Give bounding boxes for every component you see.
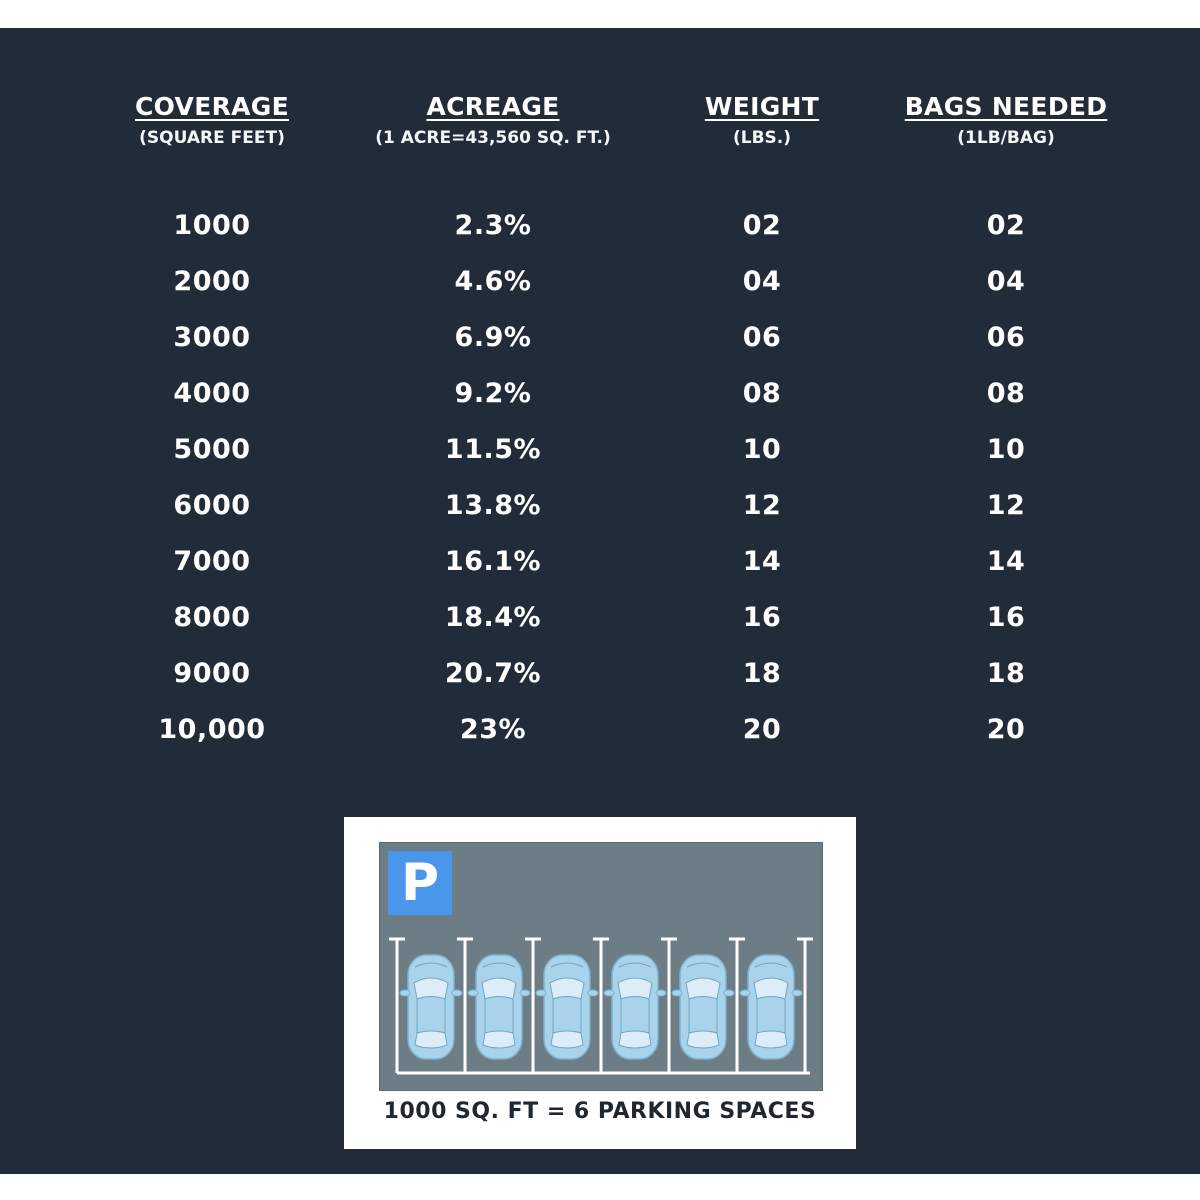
weight-cell: 12	[742, 490, 782, 521]
info-panel: COVERAGE (SQUARE FEET) ACREAGE (1 ACRE=4…	[0, 28, 1200, 1174]
coverage-cell: 1000	[173, 210, 251, 241]
bags-cell: 06	[986, 322, 1026, 353]
coverage-cell: 9000	[173, 658, 251, 689]
coverage-column: 1000 2000 3000 4000 5000 6000 7000 8000 …	[112, 198, 312, 758]
weight-cell: 20	[742, 714, 782, 745]
bags-header: BAGS NEEDED	[904, 92, 1108, 121]
acreage-cell: 16.1%	[444, 546, 542, 577]
parking-caption: 1000 SQ. FT = 6 PARKING SPACES	[383, 1099, 817, 1124]
coverage-cell: 5000	[173, 434, 251, 465]
bags-cell: 18	[986, 658, 1026, 689]
coverage-cell: 4000	[173, 378, 251, 409]
car-icon	[467, 954, 531, 1060]
acreage-cell: 6.9%	[454, 322, 532, 353]
acreage-cell: 4.6%	[454, 266, 532, 297]
acreage-cell: 11.5%	[444, 434, 542, 465]
weight-cell: 04	[742, 266, 782, 297]
weight-cell: 14	[742, 546, 782, 577]
bags-column: 02 04 06 08 10 12 14 16 18 20	[886, 198, 1126, 758]
acreage-cell: 23%	[459, 714, 527, 745]
bags-subheader: (1LB/BAG)	[957, 128, 1055, 148]
parking-illustration-card: P 1000 SQ. FT = 6 PARKING SPACES	[344, 817, 856, 1149]
acreage-cell: 2.3%	[454, 210, 532, 241]
coverage-cell: 2000	[173, 266, 251, 297]
bags-cell: 16	[986, 602, 1026, 633]
weight-cell: 08	[742, 378, 782, 409]
parking-sign-icon: P	[388, 851, 452, 915]
acreage-cell: 20.7%	[444, 658, 542, 689]
car-icon	[399, 954, 463, 1060]
car-icon	[671, 954, 735, 1060]
bags-cell: 20	[986, 714, 1026, 745]
weight-cell: 10	[742, 434, 782, 465]
weight-header: WEIGHT	[704, 92, 820, 121]
weight-cell: 18	[742, 658, 782, 689]
acreage-subheader: (1 ACRE=43,560 SQ. FT.)	[375, 128, 611, 148]
bags-cell: 08	[986, 378, 1026, 409]
coverage-cell: 8000	[173, 602, 251, 633]
acreage-cell: 18.4%	[444, 602, 542, 633]
acreage-cell: 13.8%	[444, 490, 542, 521]
weight-column: 02 04 06 08 10 12 14 16 18 20	[672, 198, 852, 758]
bags-cell: 04	[986, 266, 1026, 297]
coverage-cell: 6000	[173, 490, 251, 521]
parking-lot-graphic	[389, 937, 813, 1075]
coverage-cell: 10,000	[158, 714, 266, 745]
car-icon	[739, 954, 803, 1060]
weight-cell: 06	[742, 322, 782, 353]
bags-cell: 02	[986, 210, 1026, 241]
car-icon	[603, 954, 667, 1060]
bags-cell: 12	[986, 490, 1026, 521]
bags-cell: 14	[986, 546, 1026, 577]
weight-cell: 16	[742, 602, 782, 633]
coverage-cell: 3000	[173, 322, 251, 353]
bags-cell: 10	[986, 434, 1026, 465]
acreage-cell: 9.2%	[454, 378, 532, 409]
weight-subheader: (LBS.)	[732, 128, 792, 148]
coverage-cell: 7000	[173, 546, 251, 577]
acreage-header: ACREAGE	[426, 92, 560, 121]
parking-lot-icon: P	[379, 842, 823, 1091]
weight-cell: 02	[742, 210, 782, 241]
acreage-column: 2.3% 4.6% 6.9% 9.2% 11.5% 13.8% 16.1% 18…	[343, 198, 643, 758]
coverage-subheader: (SQUARE FEET)	[139, 128, 285, 148]
car-icon	[535, 954, 599, 1060]
coverage-header: COVERAGE	[135, 92, 289, 121]
